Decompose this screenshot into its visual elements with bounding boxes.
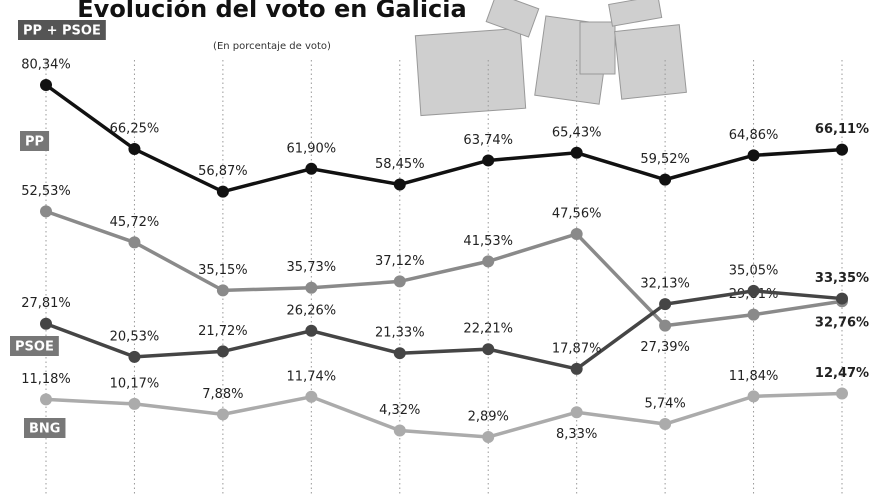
- chart-title: Evolución del voto en Galicia: [77, 0, 466, 23]
- data-point: [659, 298, 672, 311]
- value-label: 58,45%: [375, 157, 425, 172]
- data-point: [305, 390, 318, 403]
- data-point: [747, 390, 760, 403]
- data-point: [393, 424, 406, 437]
- value-label: 32,13%: [640, 277, 690, 292]
- data-point: [305, 324, 318, 337]
- series-badge: PP + PSOE: [18, 20, 106, 40]
- data-point: [393, 178, 406, 191]
- value-label: 21,33%: [375, 326, 425, 341]
- value-label: 10,17%: [110, 376, 160, 391]
- data-point: [128, 350, 141, 363]
- data-point: [570, 146, 583, 159]
- value-label: 59,52%: [640, 152, 690, 167]
- legend-label: PSOE: [15, 340, 54, 355]
- value-label: 47,56%: [552, 206, 602, 221]
- data-point: [747, 284, 760, 297]
- value-label: 21,72%: [198, 324, 248, 339]
- series-line: [45, 391, 843, 439]
- data-point: [482, 255, 495, 268]
- badge-bg: [10, 336, 59, 356]
- data-point: [659, 173, 672, 186]
- data-point: [40, 393, 52, 406]
- value-label: 37,12%: [375, 254, 425, 269]
- value-label: 35,73%: [287, 260, 337, 275]
- value-label: 41,53%: [463, 234, 513, 249]
- value-label: 35,05%: [729, 263, 779, 278]
- data-point: [128, 397, 141, 410]
- value-label: 32,76%: [815, 316, 869, 331]
- data-point: [216, 345, 229, 358]
- data-point: [836, 292, 848, 305]
- data-point: [216, 185, 229, 198]
- data-point: [570, 227, 583, 240]
- value-label: 8,33%: [556, 427, 597, 442]
- data-point: [482, 431, 495, 443]
- value-label: 11,84%: [729, 369, 779, 384]
- value-label: 45,72%: [110, 215, 160, 230]
- data-point: [305, 281, 318, 294]
- badge-bg: [24, 418, 66, 438]
- data-point: [393, 347, 406, 360]
- value-label: 66,11%: [815, 122, 869, 137]
- chart-subtitle: (En porcentaje de voto): [213, 41, 331, 52]
- value-label: 4,32%: [379, 403, 420, 418]
- series-badge: PSOE: [10, 336, 59, 356]
- data-point: [40, 205, 52, 218]
- legend-label: BNG: [29, 422, 60, 437]
- data-point: [482, 343, 495, 356]
- value-label: 22,21%: [463, 322, 513, 337]
- value-label: 12,47%: [815, 366, 869, 381]
- badge-bg: [18, 20, 106, 40]
- data-point: [40, 317, 52, 330]
- data-point: [659, 418, 672, 431]
- legend-label: PP + PSOE: [23, 24, 101, 39]
- data-point: [482, 154, 495, 167]
- value-label: 27,39%: [640, 340, 690, 355]
- badge-bg: [20, 131, 50, 151]
- value-label: 63,74%: [463, 133, 513, 148]
- value-label: 20,53%: [110, 329, 160, 344]
- value-label: 11,74%: [287, 369, 337, 384]
- data-point: [836, 387, 848, 400]
- value-label: 64,86%: [729, 128, 779, 143]
- data-point: [393, 275, 406, 288]
- data-point: [305, 162, 318, 175]
- legend-label: PP: [25, 135, 44, 150]
- series-badge: PP: [20, 131, 50, 151]
- value-label: 80,34%: [21, 58, 71, 73]
- value-label: 52,53%: [21, 184, 71, 199]
- data-point: [570, 362, 583, 375]
- value-label: 2,89%: [468, 410, 509, 425]
- series-line: [45, 209, 843, 328]
- value-label: 17,87%: [552, 341, 602, 356]
- data-point: [747, 149, 760, 162]
- data-point: [128, 143, 141, 156]
- data-point: [570, 406, 583, 419]
- value-label: 7,88%: [202, 387, 243, 402]
- value-label: 56,87%: [198, 164, 248, 179]
- data-point: [836, 143, 848, 156]
- data-point: [216, 284, 229, 297]
- value-label: 65,43%: [552, 125, 602, 140]
- data-point: [747, 308, 760, 321]
- value-label: 5,74%: [644, 397, 685, 412]
- value-label: 66,25%: [110, 122, 160, 137]
- data-point: [40, 79, 52, 91]
- value-label: 26,26%: [287, 303, 337, 318]
- value-label: 27,81%: [21, 296, 71, 311]
- value-label: 33,35%: [815, 271, 869, 286]
- series-line: [44, 83, 843, 194]
- data-point: [128, 236, 141, 249]
- value-label: 11,18%: [21, 372, 71, 387]
- data-point: [659, 319, 672, 332]
- value-label: 35,15%: [198, 263, 248, 278]
- envelopes-illustration: [414, 0, 687, 117]
- data-point: [216, 408, 229, 421]
- value-label: 61,90%: [287, 141, 337, 156]
- series-badge: BNG: [24, 418, 66, 438]
- series-line: [45, 289, 843, 371]
